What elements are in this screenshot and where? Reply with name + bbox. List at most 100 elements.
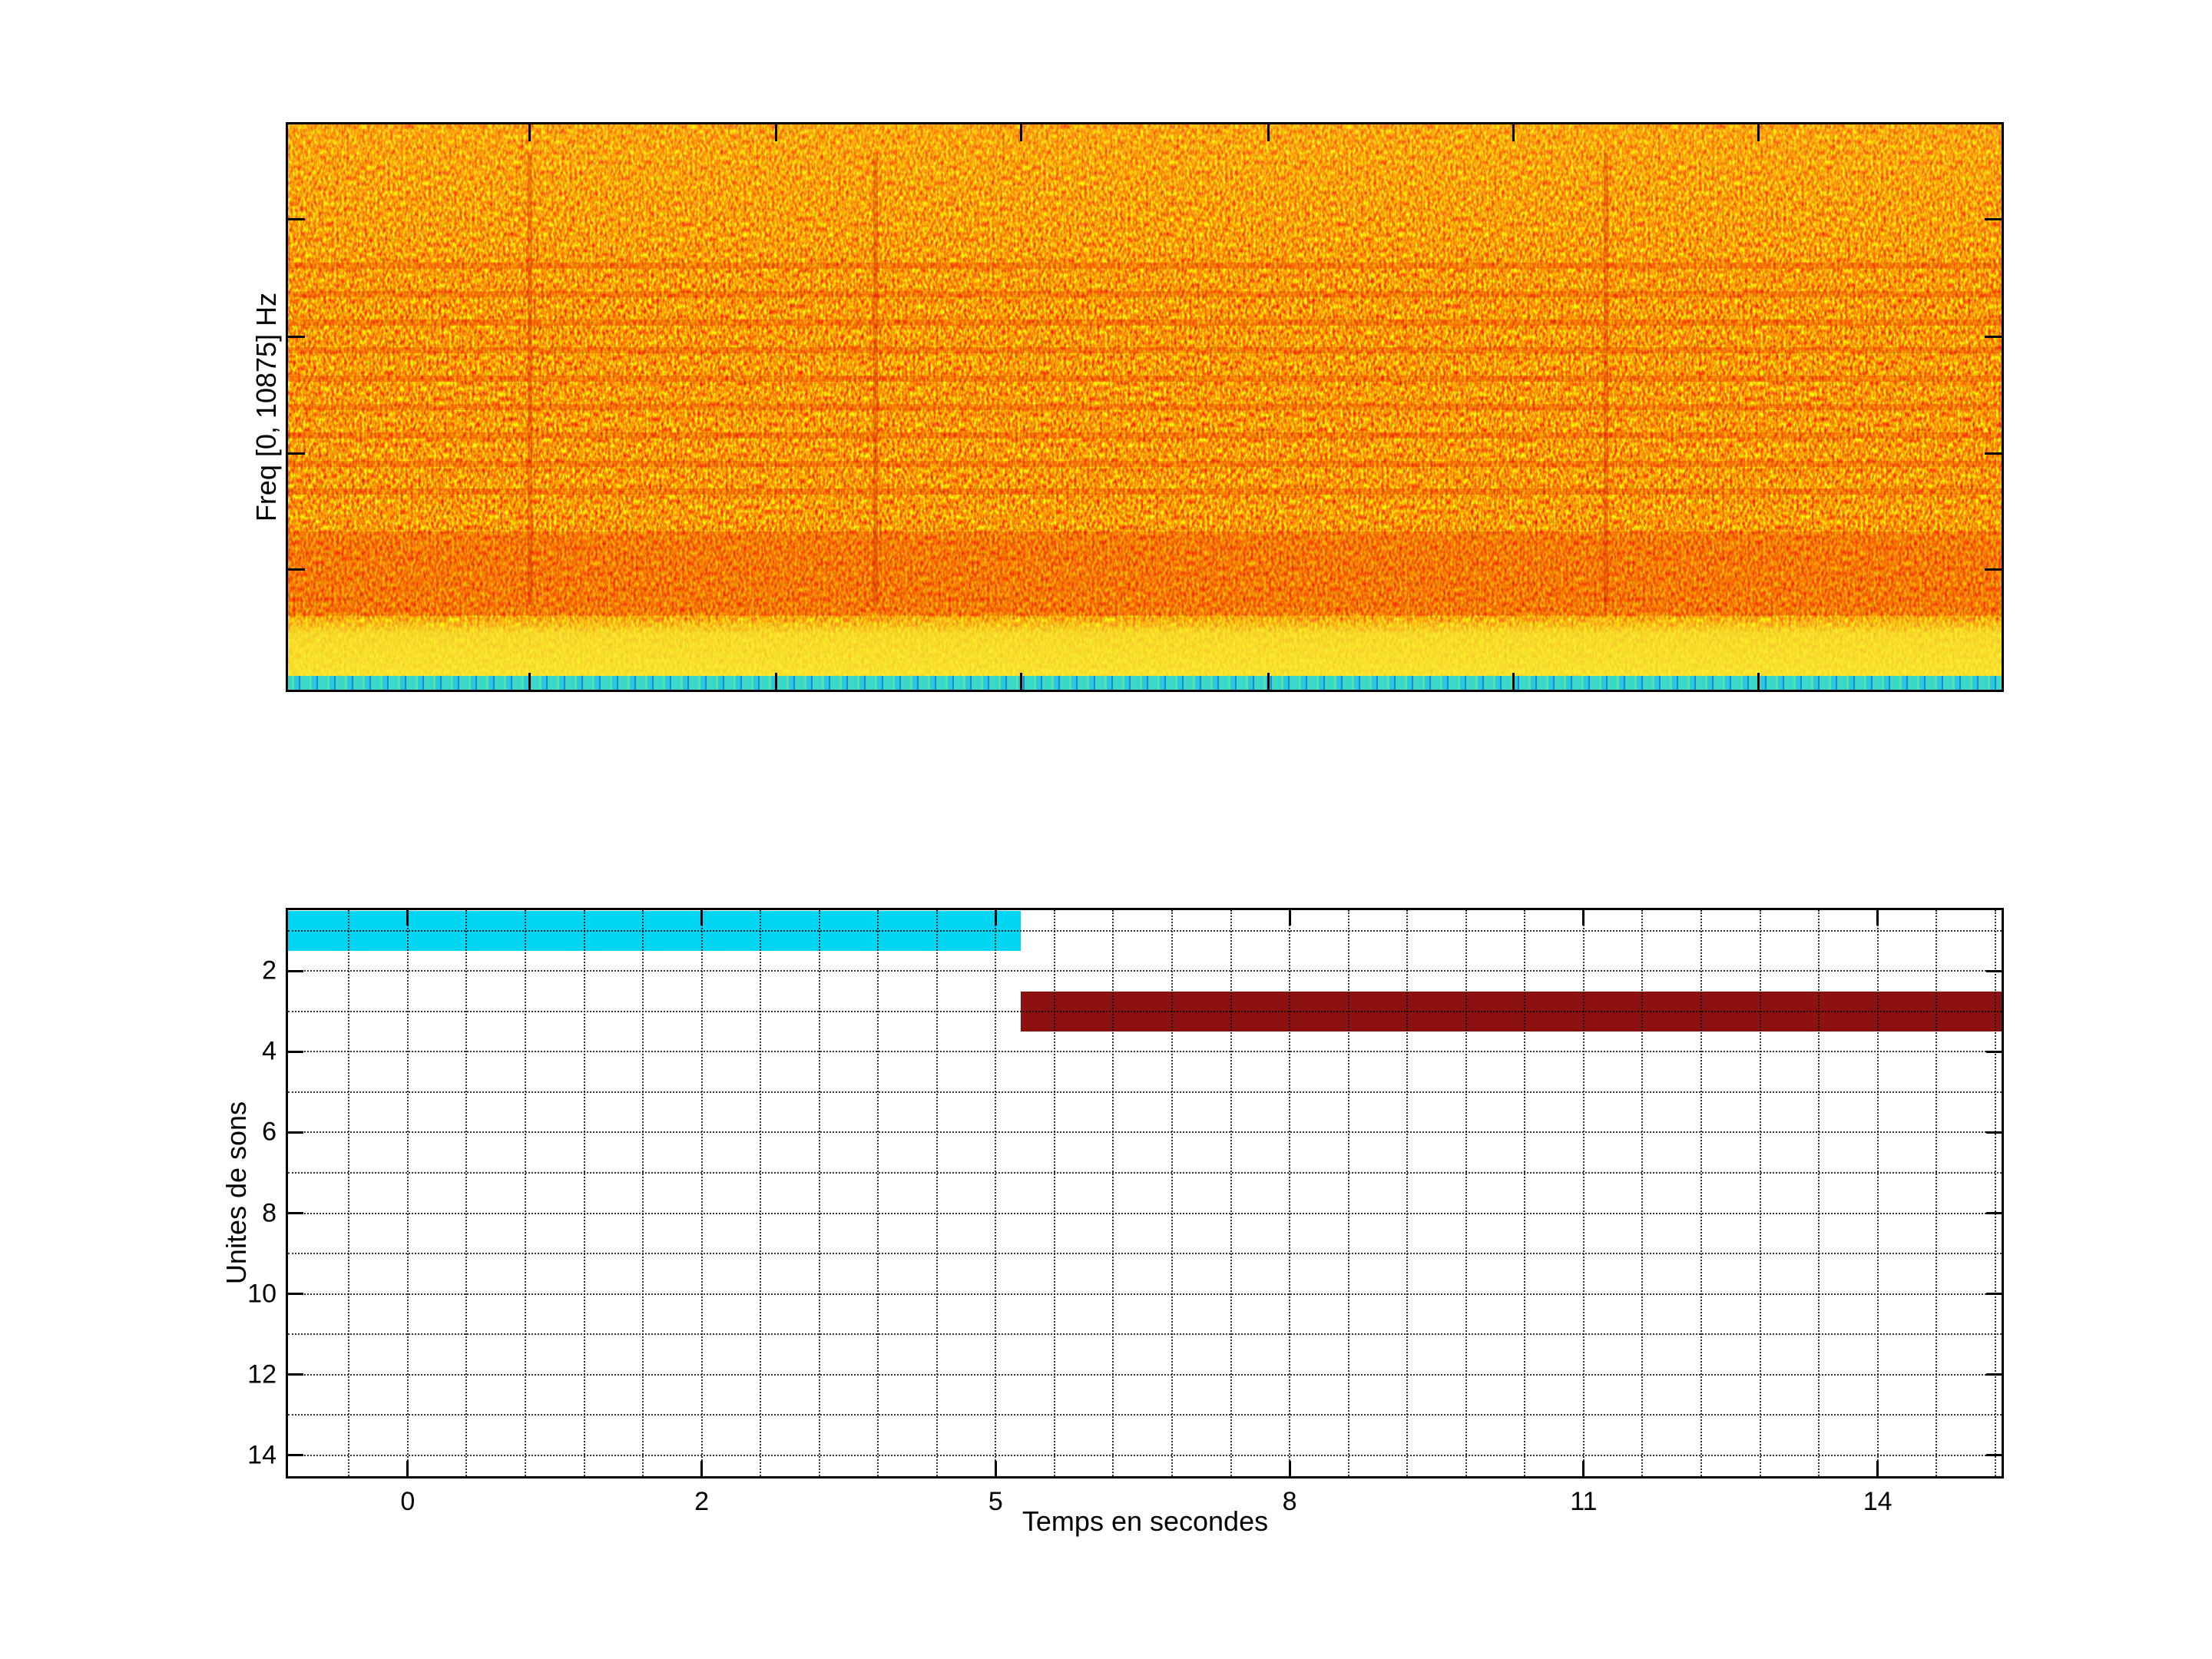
grid-line-horizontal	[288, 1333, 2002, 1336]
grid-line-vertical	[583, 910, 585, 1476]
grid-line-vertical	[1641, 910, 1644, 1476]
grid-line-vertical	[1876, 910, 1879, 1476]
y-tick	[1986, 1131, 2002, 1134]
spectrogram-x-tick	[1512, 124, 1515, 141]
x-tick	[406, 1461, 409, 1476]
y-tick	[1986, 1454, 2002, 1457]
y-tick	[288, 1050, 303, 1053]
spectrogram-y-tick	[288, 568, 305, 571]
y-tick-label: 8	[262, 1198, 276, 1227]
x-tick	[1288, 1461, 1291, 1476]
spectrogram-y-axis-label: Freq [0, 10875] Hz	[250, 292, 282, 522]
grid-line-vertical	[465, 910, 468, 1476]
grid-line-vertical	[1053, 910, 1055, 1476]
grid-line-vertical	[406, 910, 409, 1476]
spectrogram-x-tick	[528, 673, 531, 690]
y-tick-label: 4	[262, 1036, 276, 1066]
units-x-axis-label: Temps en secondes	[1022, 1505, 1269, 1537]
spectrogram-x-tick	[1020, 124, 1023, 141]
grid-line-vertical	[1524, 910, 1526, 1476]
spectrogram-harmonic-band	[288, 404, 2002, 410]
x-tick-label: 2	[694, 1487, 710, 1516]
grid-line-horizontal	[288, 1010, 2002, 1012]
y-tick-label: 12	[247, 1359, 276, 1389]
spectrogram-y-tick	[288, 218, 305, 221]
y-tick	[288, 1212, 303, 1214]
spectrogram-y-tick	[1985, 568, 2002, 571]
spectrogram-red-streak	[527, 152, 532, 605]
spectrogram-x-tick	[1757, 673, 1760, 690]
y-tick-label: 10	[247, 1279, 276, 1309]
grid-line-vertical	[642, 910, 644, 1476]
spectrogram-x-tick	[1020, 673, 1023, 690]
x-tick-label: 5	[988, 1487, 1003, 1516]
spectrogram-y-tick	[288, 335, 305, 338]
grid-line-vertical	[1818, 910, 1820, 1476]
grid-line-horizontal	[288, 1253, 2002, 1255]
y-tick-label: 2	[262, 955, 276, 985]
spectrogram-red-streak	[873, 152, 879, 605]
spectrogram-yellow-band	[288, 614, 2002, 676]
grid-line-vertical	[818, 910, 820, 1476]
spectrogram-x-tick	[528, 124, 531, 141]
spectrogram-image	[288, 124, 2002, 690]
grid-line-vertical	[348, 910, 350, 1476]
spectrogram-y-tick	[1985, 335, 2002, 338]
grid-line-vertical	[1465, 910, 1467, 1476]
grid-line-vertical	[1759, 910, 1761, 1476]
spectrogram-dense-red-zone	[288, 531, 2002, 617]
y-tick	[1986, 1050, 2002, 1053]
grid-line-horizontal	[288, 1091, 2002, 1093]
grid-line-horizontal	[288, 970, 2002, 972]
grid-line-vertical	[1230, 910, 1232, 1476]
grid-line-horizontal	[288, 1131, 2002, 1134]
x-tick-label: 11	[1570, 1487, 1598, 1516]
x-tick	[700, 1461, 704, 1476]
y-tick	[1986, 969, 2002, 972]
units-plot: 0 2 5 8 11 14 2 4 6 8 10 12 14	[247, 908, 2004, 1516]
spectrogram-harmonic-band	[288, 290, 2002, 297]
grid-line-vertical	[1289, 910, 1291, 1476]
spectrogram-x-tick	[1267, 124, 1270, 141]
grid-line-horizontal	[288, 1414, 2002, 1416]
grid-line-vertical	[1994, 910, 1996, 1476]
y-tick-label: 6	[262, 1117, 276, 1147]
grid-line-vertical	[935, 910, 938, 1476]
spectrogram-harmonic-band	[288, 488, 2002, 495]
grid-line-vertical	[760, 910, 762, 1476]
y-tick	[288, 969, 303, 972]
x-tick	[1288, 910, 1291, 926]
x-tick	[700, 910, 704, 926]
grid-line-vertical	[1936, 910, 1938, 1476]
spectrogram-y-tick	[1985, 452, 2002, 455]
grid-line-vertical	[700, 910, 703, 1476]
x-tick	[1876, 1461, 1879, 1476]
y-tick	[1986, 1293, 2002, 1296]
grid-line-vertical	[1112, 910, 1114, 1476]
y-tick	[288, 1293, 303, 1296]
spectrogram-harmonic-band	[288, 263, 2002, 269]
x-tick	[1582, 910, 1585, 926]
spectrogram-plot	[286, 122, 2004, 692]
spectrogram-harmonic-band	[288, 347, 2002, 354]
spectrogram-red-streak	[1603, 152, 1608, 605]
y-tick	[1986, 1212, 2002, 1214]
grid-line-horizontal	[288, 1212, 2002, 1214]
grid-line-horizontal	[288, 929, 2002, 932]
y-tick	[288, 1131, 303, 1134]
y-tick	[288, 1373, 303, 1376]
x-tick-label: 8	[1282, 1487, 1297, 1516]
grid-line-vertical	[1582, 910, 1584, 1476]
x-tick-label: 0	[400, 1487, 416, 1516]
spectrogram-cyan-strip	[288, 675, 2002, 690]
grid-line-vertical	[1171, 910, 1174, 1476]
units-y-axis-label: Unites de sons	[220, 1101, 252, 1285]
grid-line-horizontal	[288, 1293, 2002, 1295]
x-tick	[1876, 910, 1879, 926]
x-tick	[406, 910, 409, 926]
spectrogram-x-tick	[775, 124, 778, 141]
grid-line-vertical	[1347, 910, 1349, 1476]
spectrogram-x-tick	[1757, 124, 1760, 141]
grid-line-vertical	[1406, 910, 1409, 1476]
